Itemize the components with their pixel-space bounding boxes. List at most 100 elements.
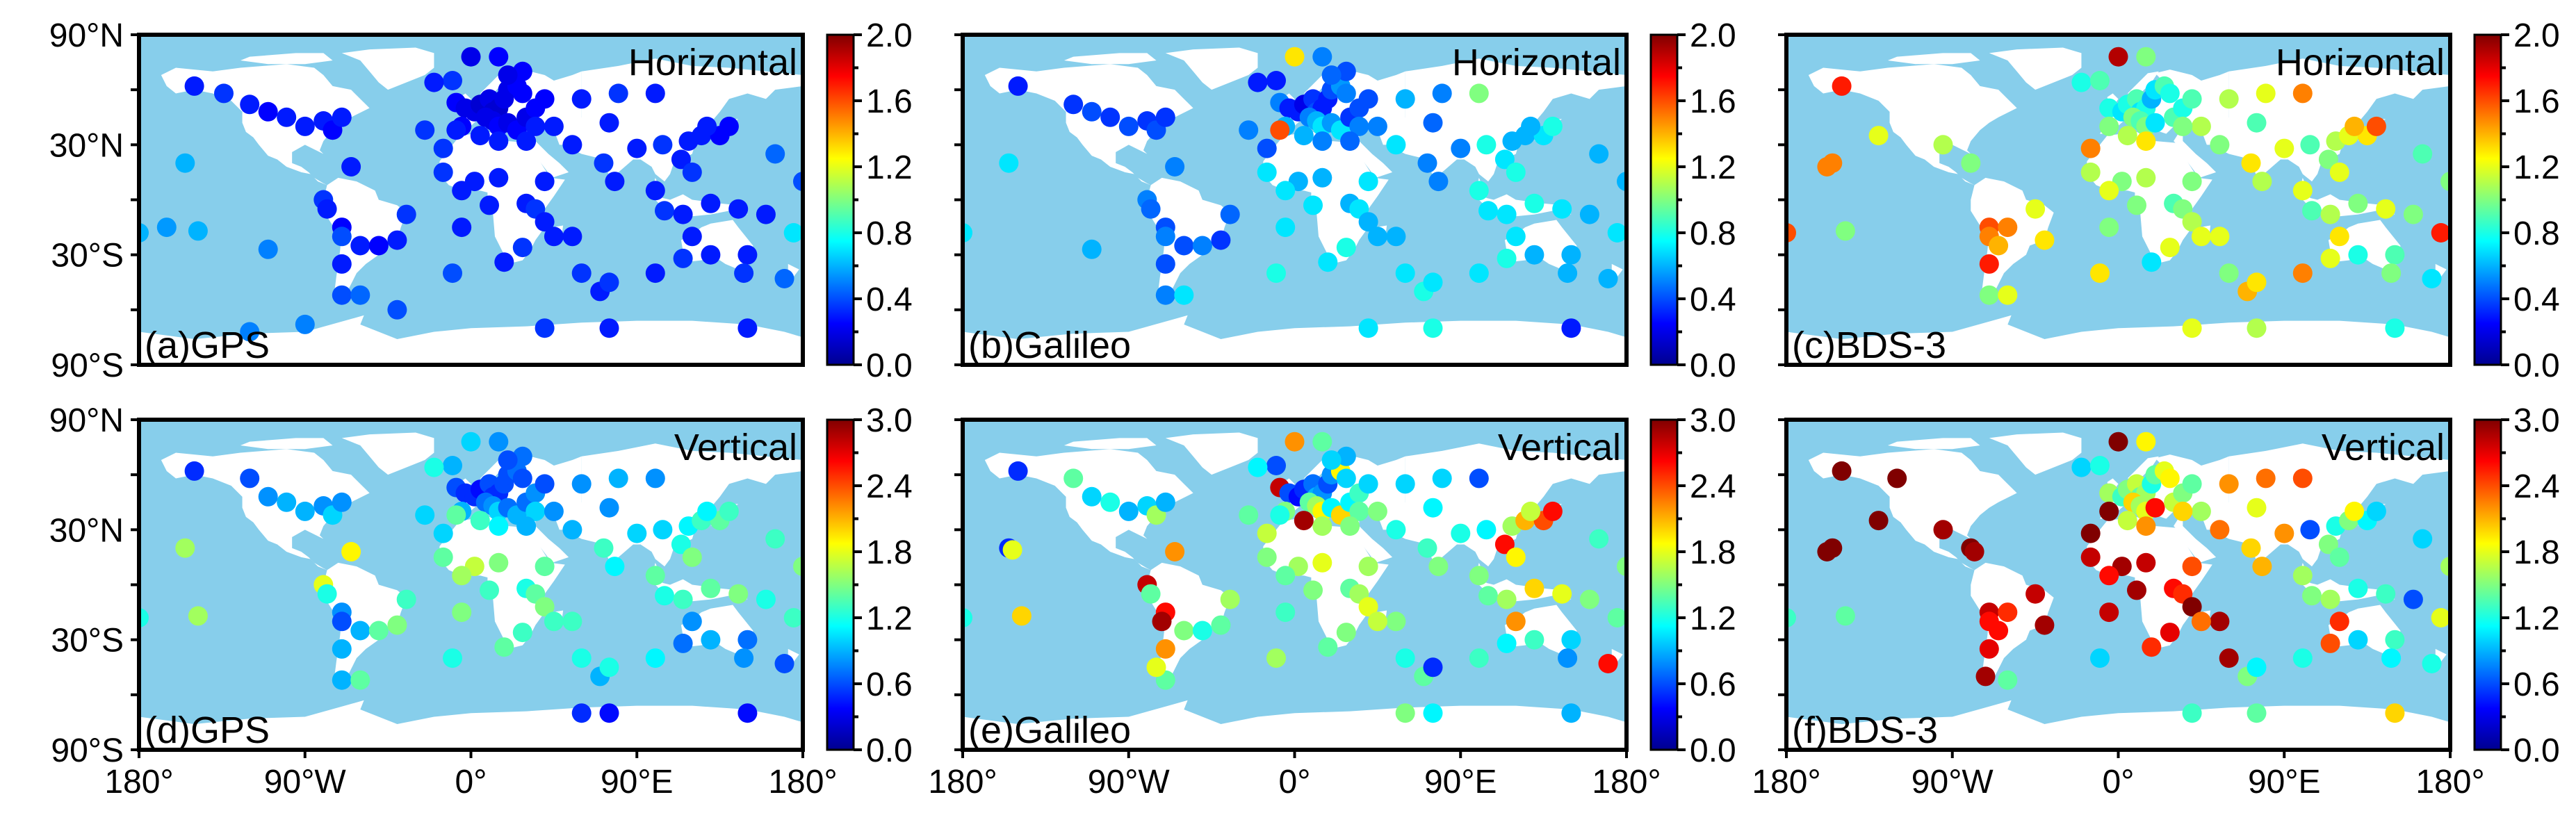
station-point [728, 199, 749, 219]
station-point [350, 670, 370, 690]
colorbar-tick-label: 0.4 [1690, 281, 1736, 318]
station-point [1417, 538, 1437, 558]
station-point [2080, 523, 2101, 543]
station-point [1192, 236, 1212, 256]
station-point [1118, 116, 1139, 136]
station-point [2080, 162, 2101, 182]
station-point [443, 456, 462, 475]
station-point [1542, 501, 1563, 521]
station-point [544, 116, 564, 136]
x-tick-label: 90°W [1088, 764, 1171, 801]
station-point [1506, 547, 1526, 567]
station-point [1266, 456, 1286, 475]
station-point [2219, 648, 2239, 668]
station-point [1868, 126, 1889, 146]
station-point [2348, 630, 2368, 650]
station-point [1558, 648, 1578, 668]
station-point [599, 498, 619, 518]
station-point [1423, 113, 1443, 133]
colorbar-tick-label: 0.0 [2513, 732, 2560, 769]
station-point [240, 95, 260, 115]
station-point [1423, 318, 1443, 338]
station-point [655, 201, 674, 221]
station-point [1358, 318, 1378, 338]
station-point [258, 486, 278, 507]
station-point [2292, 83, 2313, 104]
station-point [2318, 149, 2338, 170]
colorbar-gradient [2473, 33, 2502, 366]
station-point [1100, 492, 1120, 512]
station-point [2302, 201, 2322, 221]
x-tick-label: 0° [1279, 764, 1311, 801]
station-point [737, 703, 758, 723]
station-point [2292, 263, 2313, 284]
station-point [1607, 608, 1627, 627]
station-point [1506, 227, 1526, 247]
station-point [1248, 72, 1268, 92]
station-point [1174, 285, 1194, 305]
panel-label: (e)Galileo [968, 709, 1131, 751]
station-point [1561, 630, 1581, 650]
station-point [2099, 181, 2119, 201]
station-points [139, 432, 803, 723]
station-point [1266, 263, 1286, 284]
station-point [2348, 578, 2368, 598]
station-point [1358, 172, 1378, 192]
station-point [1358, 89, 1378, 109]
station-point [1395, 474, 1415, 494]
station-point [1239, 120, 1259, 140]
station-point [317, 199, 337, 219]
station-point [571, 89, 592, 109]
station-point [2035, 230, 2055, 250]
panel-title: Vertical [1498, 427, 1621, 468]
station-point [512, 238, 532, 258]
station-point [489, 432, 509, 452]
station-point [2090, 456, 2110, 475]
station-point [489, 131, 509, 151]
station-point [774, 269, 794, 288]
station-point [489, 167, 509, 188]
station-point [156, 217, 177, 238]
station-point [2127, 195, 2146, 215]
station-point [452, 566, 472, 586]
station-point [1423, 703, 1443, 723]
map-panel-6: 180° 90°W 0° 90°E 180° Vertical (f)BDS-3 3.0 2.4… [1752, 402, 2559, 801]
colorbar-tick-label: 0.8 [1690, 215, 1736, 252]
station-point [535, 474, 555, 494]
map-panel-1: 90°N 30°N 30°S 90°S Horizontal (a)GPS 2.0 1.6 1.… [49, 17, 913, 384]
station-point [2381, 648, 2402, 668]
station-point [1497, 204, 1517, 224]
station-point [1266, 71, 1286, 90]
panel-label: (b)Galileo [968, 325, 1131, 366]
station-point [1395, 703, 1415, 723]
station-point [489, 516, 509, 536]
station-point [1989, 236, 2009, 256]
station-point [1423, 657, 1443, 678]
station-point [2413, 529, 2433, 549]
station-point [1561, 318, 1581, 338]
station-point [1174, 621, 1194, 641]
station-point [963, 608, 972, 627]
station-point [2385, 703, 2405, 723]
station-point [2173, 501, 2193, 521]
station-point [1318, 252, 1338, 272]
station-point [2247, 498, 2267, 518]
station-point [2071, 72, 2092, 92]
station-point [498, 450, 518, 470]
station-point [765, 144, 785, 164]
station-point [1321, 65, 1342, 85]
station-point [350, 236, 370, 256]
x-tick-label: 180° [2415, 764, 2484, 801]
panel-title: Vertical [674, 427, 797, 468]
station-point [1817, 542, 1837, 561]
station-point [1063, 468, 1084, 489]
station-point [443, 648, 462, 668]
station-point [2247, 703, 2267, 723]
station-point [139, 223, 149, 243]
station-point [1358, 212, 1378, 232]
station-point [783, 608, 803, 627]
station-point [387, 299, 407, 320]
station-point [1524, 193, 1544, 213]
colorbar-tick-label: 0.0 [1690, 732, 1736, 769]
station-point [2274, 523, 2294, 543]
